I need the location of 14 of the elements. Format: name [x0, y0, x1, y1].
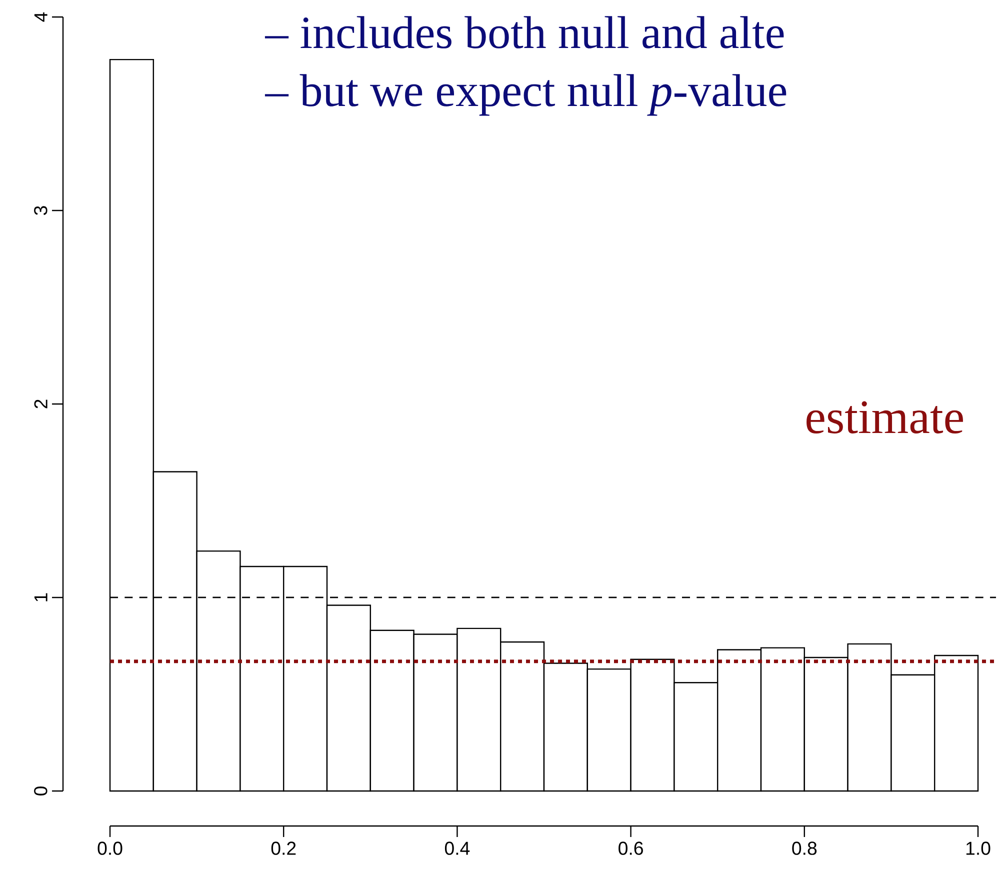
y-tick-label: 4 — [34, 12, 48, 22]
ref-line-label: estimate — [806, 401, 963, 434]
annotation: – includes both null and alte — [264, 16, 784, 48]
y-tick-label: 1 — [34, 593, 48, 602]
x-tick-label: 0.8 — [792, 842, 817, 855]
x-tick-label: 0.4 — [444, 842, 470, 855]
y-tick-label: 0 — [34, 786, 48, 796]
annotation: – but we expect null p-value — [264, 74, 786, 116]
x-tick-label: 0.0 — [98, 842, 122, 855]
y-tick-label: 2 — [34, 400, 48, 408]
x-tick-label: 0.2 — [271, 842, 296, 855]
y-tick-label: 3 — [34, 206, 48, 215]
x-tick-label: 0.6 — [618, 842, 643, 855]
x-tick-label: 1.0 — [966, 842, 990, 855]
